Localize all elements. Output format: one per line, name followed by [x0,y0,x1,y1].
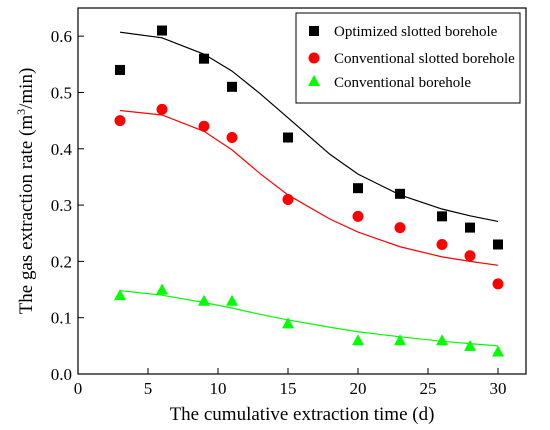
data-point-square [353,183,363,194]
y-tick-label: 0.6 [51,27,72,46]
data-point-circle [226,132,238,144]
y-tick-label: 0.1 [51,309,72,328]
y-axis-label: The gas extraction rate (m3/min) [14,68,37,315]
data-point-square [395,188,405,199]
data-point-square [115,64,125,75]
x-axis-label: The cumulative extraction time (d) [170,404,435,425]
legend-label-conventional: Conventional borehole [334,75,471,91]
fit-curve-triangle [119,290,499,347]
data-point-square [157,25,167,36]
data-point-triangle [464,339,476,351]
y-axis-label-main: The gas extraction rate (m [16,115,37,315]
data-point-square [283,132,293,143]
fit-curve-circle [119,109,499,266]
data-point-circle [114,115,126,127]
y-tick-label: 0.4 [51,140,73,159]
legend: Optimized slotted borehole Conventional … [295,12,521,104]
data-point-triangle [352,334,364,346]
data-point-square [227,81,237,92]
data-point-triangle [156,283,168,295]
data-point-square [493,239,503,250]
legend-item-conventional-slotted: Conventional slotted borehole [308,51,515,67]
y-tick-label: 0.5 [51,83,72,102]
legend-marker-square [309,26,319,36]
x-tick-label: 10 [210,379,227,398]
data-point-circle [282,193,294,205]
axis-ticks: 0 5 10 15 20 25 30 0.0 0.1 0.2 0.3 0.4 0.5 0.6 [51,27,507,398]
legend-item-optimized: Optimized slotted borehole [309,24,498,40]
x-tick-label: 5 [144,379,153,398]
legend-label-conventional-slotted: Conventional slotted borehole [334,51,515,67]
data-point-triangle [198,294,210,306]
data-point-square [465,222,475,233]
data-point-square [437,211,447,222]
data-point-circle [352,210,364,222]
plot-area [77,7,527,375]
y-axis-label-superscript: 3 [14,109,28,115]
y-axis-label-tail: /min) [16,68,37,109]
data-point-circle [198,120,210,132]
legend-marker-triangle [308,75,320,86]
data-point-circle [394,222,406,234]
x-tick-label: 0 [74,379,83,398]
data-point-square [199,53,209,64]
data-point-triangle [394,334,406,346]
legend-box [295,12,521,104]
x-tick-label: 15 [280,379,297,398]
x-tick-label: 20 [350,379,367,398]
data-points [114,25,504,357]
fit-curve-square [119,31,499,222]
data-point-circle [492,278,504,290]
legend-item-conventional: Conventional borehole [308,75,471,91]
legend-label-optimized: Optimized slotted borehole [334,24,498,40]
data-point-triangle [492,345,504,357]
legend-marker-circle [308,52,320,64]
data-point-triangle [436,334,448,346]
data-point-circle [436,238,448,250]
fit-curves [119,31,499,347]
x-tick-label: 25 [420,379,437,398]
x-tick-label: 30 [490,379,507,398]
y-tick-label: 0.0 [51,365,72,384]
y-tick-label: 0.2 [51,252,72,271]
data-point-triangle [226,294,238,306]
y-tick-label: 0.3 [51,196,72,215]
data-point-circle [464,250,476,262]
data-point-triangle [114,289,126,301]
data-point-triangle [282,317,294,329]
data-point-circle [156,103,168,115]
